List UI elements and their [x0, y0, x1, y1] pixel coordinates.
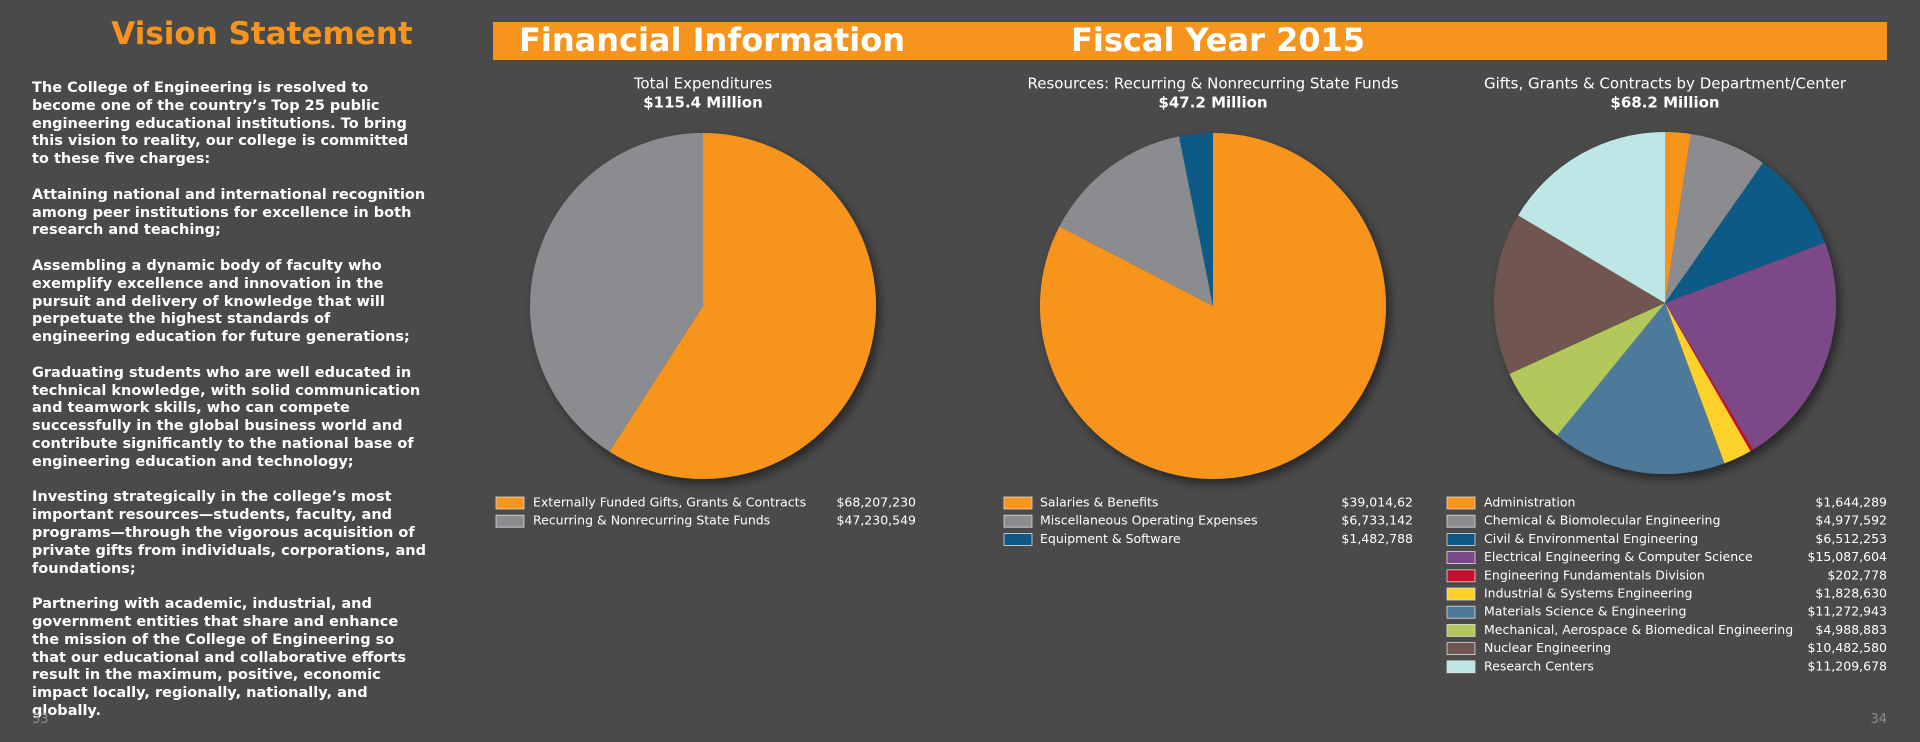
legend-label: Salaries & Benefits [1040, 495, 1158, 510]
pie [1494, 132, 1836, 475]
legend-value: $1,482,788 [1341, 531, 1413, 546]
legend-swatch [1446, 551, 1476, 564]
pie-slice [1665, 132, 1691, 303]
page-number: 33 [32, 712, 49, 727]
chart-subtitle: $115.4 Million [643, 94, 763, 112]
legend-value: $1,828,630 [1815, 586, 1887, 601]
vision-paragraph: The College of Engineering is resolved t… [32, 80, 409, 168]
vision-paragraph: Investing strategically in the college’s… [32, 489, 426, 577]
pie [530, 133, 876, 480]
legend-value: $1,644,289 [1815, 495, 1887, 510]
legend-swatch [1446, 642, 1476, 655]
vision-text: The College of Engineering is resolved t… [32, 80, 430, 738]
legend-value: $11,209,678 [1807, 658, 1887, 673]
legend-label: Chemical & Biomolecular Engineering [1484, 513, 1720, 528]
legend-value: $39,014,62 [1341, 495, 1413, 510]
legend-swatch [1003, 514, 1033, 528]
legend-swatch [1446, 587, 1476, 601]
pie-slice [1039, 133, 1386, 479]
legend-label: Miscellaneous Operating Expenses [1040, 513, 1258, 528]
legend-label: Equipment & Software [1040, 531, 1181, 546]
vision-title: Vision Statement [111, 16, 413, 52]
pie-slice [1665, 303, 1751, 464]
legend-label: Externally Funded Gifts, Grants & Contra… [533, 495, 806, 510]
pie-slice [1665, 303, 1754, 452]
chart-title: Gifts, Grants & Contracts by Department/… [1484, 75, 1847, 93]
pie-slice [1494, 215, 1665, 374]
legend-label: Materials Science & Engineering [1484, 604, 1686, 619]
pie-slice [1556, 303, 1725, 475]
pie-slice [1665, 242, 1836, 450]
legend-swatch [1446, 569, 1476, 583]
legend-label: Recurring & Nonrecurring State Funds [533, 513, 770, 528]
page-number: 34 [1870, 712, 1887, 727]
pie-slice [1665, 133, 1763, 303]
legend-swatch [1446, 660, 1476, 674]
legend-value: $6,733,142 [1341, 513, 1413, 528]
legend-value: $10,482,580 [1807, 640, 1887, 655]
legend-value: $47,230,549 [836, 513, 916, 528]
pie-slice [1665, 162, 1825, 303]
vision-paragraph: Assembling a dynamic body of faculty who… [32, 257, 410, 346]
chart-title: Total Expenditures [633, 75, 773, 93]
pie-slice [1518, 132, 1665, 303]
legend-label: Mechanical, Aerospace & Biomedical Engin… [1484, 622, 1793, 637]
vision-paragraph: Attaining national and international rec… [32, 186, 426, 239]
legend-label: Industrial & Systems Engineering [1484, 586, 1692, 601]
header-subtitle: Fiscal Year 2015 [1071, 21, 1365, 59]
legend-swatch [1446, 496, 1476, 510]
legend-value: $4,988,883 [1815, 622, 1887, 637]
legend-swatch [1446, 533, 1476, 546]
legend-label: Civil & Environmental Engineering [1484, 531, 1698, 546]
legend-label: Nuclear Engineering [1484, 640, 1611, 655]
legend-label: Administration [1484, 495, 1575, 510]
legend-value: $4,977,592 [1815, 513, 1887, 528]
legend-swatch [495, 514, 525, 528]
legend-label: Research Centers [1484, 658, 1594, 673]
legend-value: $15,087,604 [1807, 549, 1887, 564]
legend-label: Electrical Engineering & Computer Scienc… [1484, 549, 1753, 564]
pie-slice [609, 133, 876, 480]
header-bar [493, 22, 1887, 60]
chart-subtitle: $68.2 Million [1610, 94, 1719, 112]
chart-title: Resources: Recurring & Nonrecurring Stat… [1027, 75, 1398, 93]
legend-swatch [1003, 533, 1033, 546]
legend-swatch [1446, 514, 1476, 528]
legend-swatch [1446, 605, 1476, 619]
vision-paragraph: Graduating students who are well educate… [32, 364, 421, 470]
legend-swatch [495, 496, 525, 510]
legend-value: $11,272,943 [1807, 604, 1887, 619]
header-title: Financial Information [519, 21, 905, 59]
legend-value: $68,207,230 [836, 495, 916, 510]
vision-paragraph: Partnering with academic, industrial, an… [32, 596, 406, 719]
pie [1039, 133, 1386, 479]
legend-label: Engineering Fundamentals Division [1484, 567, 1705, 582]
legend-value: $6,512,253 [1815, 531, 1887, 546]
pie-slice [1509, 303, 1665, 436]
legend-swatch [1003, 496, 1033, 510]
pie-slice [1179, 133, 1213, 306]
pie-slice [530, 133, 703, 452]
legend-swatch [1446, 624, 1476, 637]
legend-value: $202,778 [1827, 567, 1887, 582]
pie-slice [1059, 136, 1213, 306]
chart-subtitle: $47.2 Million [1158, 94, 1267, 112]
